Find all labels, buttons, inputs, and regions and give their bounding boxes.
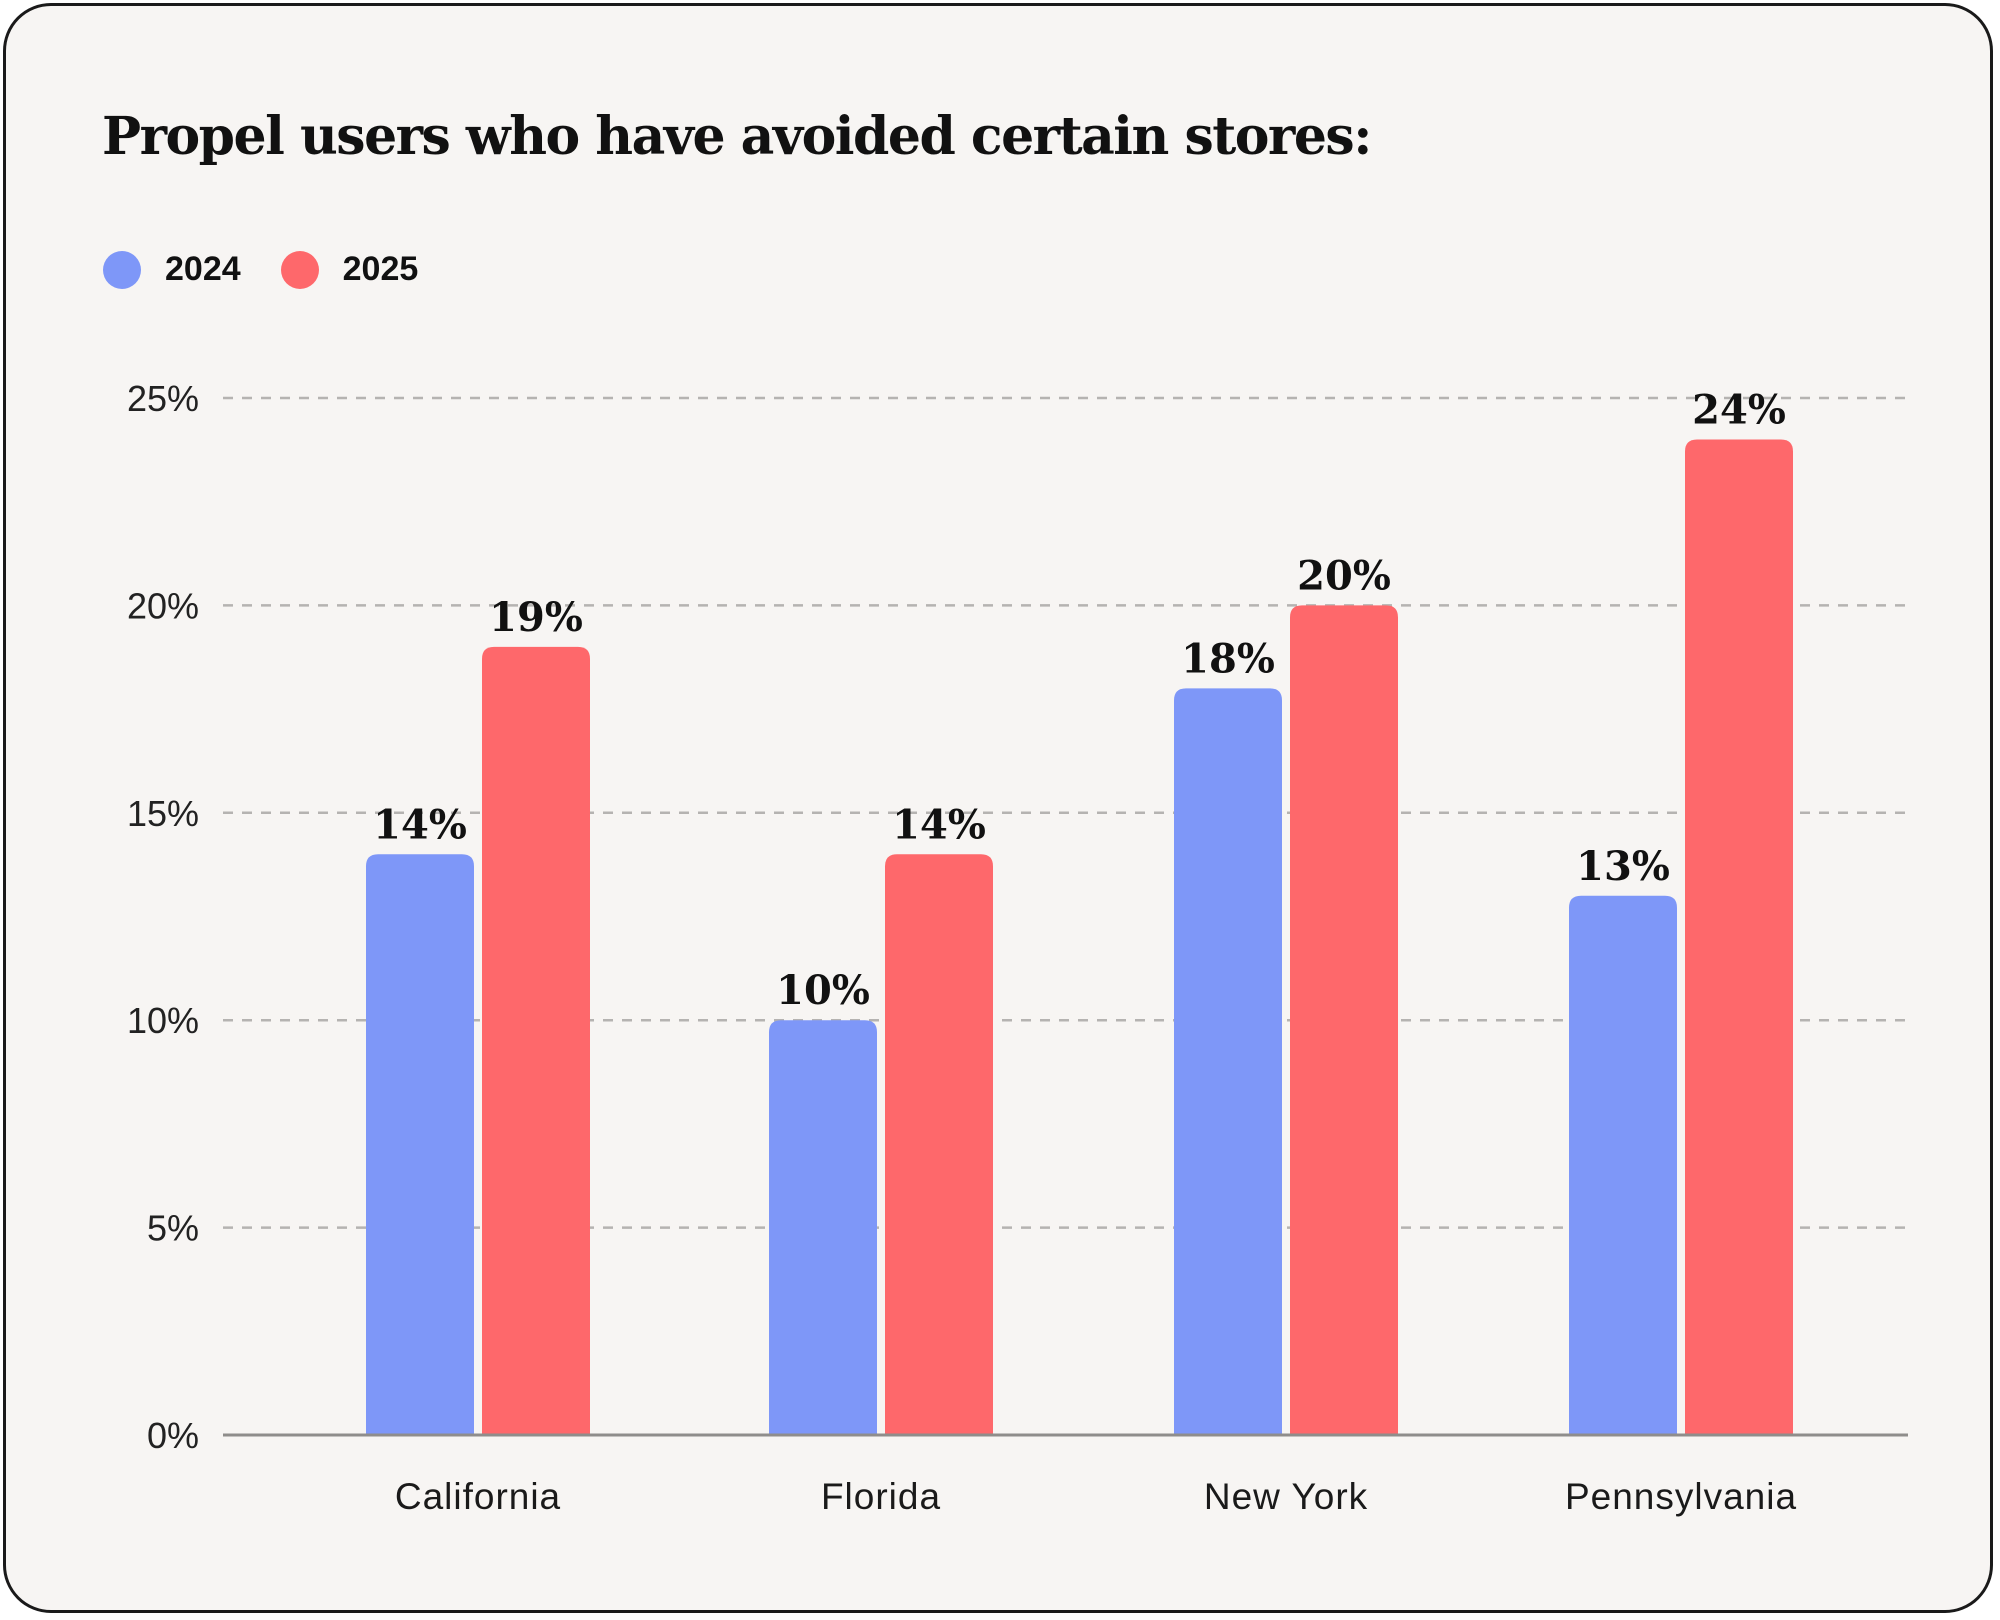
y-tick-label-25: 25% [127,378,199,419]
y-tick-label-15: 15% [127,793,199,834]
data-label-2025-new-york: 20% [1297,552,1391,599]
bar-chart: 0% 5% 10% 15% 20% 25% 14% 19% California 10% 14% Fl… [127,378,1908,1517]
legend-item-2025: 2025 [280,250,419,289]
x-tick-label-pennsylvania: Pennsylvania [1565,1476,1797,1517]
y-tick-label-10: 10% [127,1000,199,1041]
data-label-2024-florida: 10% [776,967,870,1014]
legend-label-2024: 2024 [165,250,241,288]
bar-2025-new-york [1290,605,1398,1435]
bar-2024-california [366,854,474,1435]
y-tick-label-0: 0% [147,1415,199,1456]
data-label-2024-new-york: 18% [1181,635,1275,682]
x-tick-label-new-york: New York [1204,1476,1368,1517]
y-tick-label-5: 5% [147,1208,199,1249]
x-tick-label-california: California [395,1476,561,1517]
bar-2025-california [482,646,590,1435]
data-label-2025-pennsylvania: 24% [1692,386,1786,433]
legend-item-2024: 2024 [103,250,241,289]
bar-2024-florida [769,1020,877,1435]
chart-title: Propel users who have avoided certain st… [102,106,1372,167]
bar-2024-pennsylvania [1569,895,1677,1435]
legend: 2024 2025 [103,250,458,289]
legend-dot-2024 [103,250,141,289]
legend-dot-2025 [280,250,319,289]
chart-card: Propel users who have avoided certain st… [3,3,1993,1613]
data-label-2025-california: 19% [489,594,583,641]
y-tick-label-20: 20% [127,585,199,626]
data-label-2024-california: 14% [373,801,467,848]
data-label-2024-pennsylvania: 13% [1576,843,1670,890]
bar-2025-pennsylvania [1685,439,1793,1436]
bar-2025-florida [885,854,993,1435]
bar-2024-new-york [1174,688,1282,1435]
legend-label-2025: 2025 [342,250,419,288]
data-label-2025-florida: 14% [892,801,986,848]
x-tick-label-florida: Florida [821,1476,941,1517]
